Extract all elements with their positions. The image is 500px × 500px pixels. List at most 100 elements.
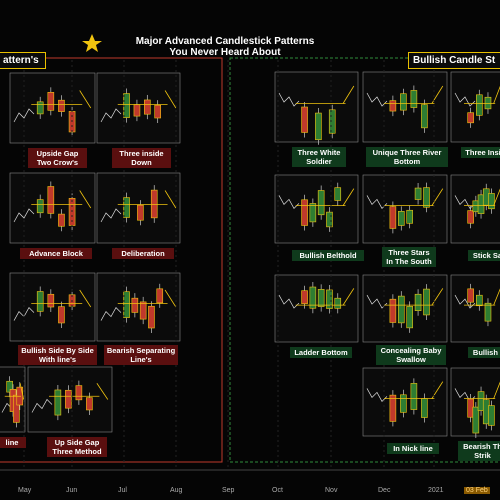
candle <box>36 199 44 214</box>
trend-line <box>278 195 300 209</box>
candle <box>301 106 308 133</box>
axis-label: Oct <box>272 487 283 494</box>
label-line: Unique Three River <box>372 148 442 157</box>
label-line: Bullish Side By Side <box>21 346 94 355</box>
candle <box>301 199 308 226</box>
candle <box>397 295 405 324</box>
label-line: In Nick line <box>393 444 433 453</box>
label-line: line <box>5 438 19 447</box>
axis-label: 2021 <box>428 487 444 494</box>
trend-line <box>13 208 35 223</box>
arrow <box>96 383 109 400</box>
arrow <box>493 381 500 399</box>
label-line: Bottom <box>393 157 421 166</box>
candle <box>467 210 474 224</box>
label-line: Bullish Belthold <box>299 251 357 260</box>
pattern-label: Bullish Side By Side With line's <box>18 345 97 365</box>
label-line: Three Method <box>52 447 102 456</box>
pattern-label: Bullish Belthold <box>292 250 364 261</box>
pattern-label: line <box>0 437 26 448</box>
candle <box>326 211 333 228</box>
label-line: Stick Sa <box>472 251 500 260</box>
candle <box>476 294 483 307</box>
candle <box>400 394 407 413</box>
candle <box>317 190 325 216</box>
label-line: Deliberation <box>121 249 165 258</box>
axis-label: Jul <box>118 487 127 494</box>
candle <box>334 187 342 201</box>
trend-line <box>366 388 388 402</box>
pattern-label: Up Side Gap Three Method <box>47 437 107 457</box>
label-line: Three inside <box>119 149 164 158</box>
label-line: Bullish I <box>472 348 500 357</box>
axis-label: Nov <box>325 487 338 494</box>
pattern-label: Deliberation <box>112 248 174 259</box>
section-label: Bullish Candle St <box>408 52 500 69</box>
arrow <box>431 188 444 206</box>
candle <box>47 92 55 111</box>
candle <box>301 290 308 304</box>
axis-label: Dec <box>378 487 391 494</box>
candle <box>488 405 495 426</box>
arrow <box>79 90 92 109</box>
candle <box>472 406 480 434</box>
candle <box>414 293 422 312</box>
candle <box>410 90 418 108</box>
candle <box>144 99 151 115</box>
candle <box>467 288 474 303</box>
axis-label: Aug <box>170 487 183 494</box>
candle <box>410 383 418 410</box>
candle <box>148 305 155 329</box>
candle <box>36 101 44 115</box>
trend-line <box>454 294 476 309</box>
candle <box>54 389 62 416</box>
pattern-label: Ladder Bottom <box>290 347 352 358</box>
candle <box>123 291 130 318</box>
candle <box>47 186 55 214</box>
arrow <box>164 289 177 308</box>
label-line: With line's <box>38 355 77 364</box>
arrow <box>164 90 177 109</box>
star-icon <box>82 34 102 52</box>
label-line: Down <box>131 158 152 167</box>
arrow <box>79 190 92 209</box>
trend-line <box>13 108 35 123</box>
label-line: Upside Gap <box>36 149 79 158</box>
candle <box>75 385 83 401</box>
label-line: Three Stars <box>388 248 430 257</box>
pattern-label: Three White Soldier <box>292 147 346 167</box>
candle <box>421 104 428 129</box>
candle <box>389 206 397 229</box>
label-line: Concealing Baby <box>380 346 442 355</box>
pattern-panel <box>96 272 181 342</box>
label-line: Bearish Th <box>463 442 500 451</box>
trend-line <box>278 92 300 107</box>
candle <box>315 112 322 141</box>
trend-line <box>278 294 300 309</box>
pattern-label: Bullish I <box>468 347 500 358</box>
trend-line <box>100 307 122 321</box>
candle <box>317 289 325 307</box>
arrow <box>164 190 177 209</box>
pattern-panel <box>362 174 448 244</box>
candle <box>421 398 428 418</box>
label-line: Ladder Bottom <box>294 348 348 357</box>
arrow <box>431 288 444 306</box>
candle <box>397 211 405 226</box>
label-line: Advance Block <box>29 249 83 258</box>
arrow <box>342 188 355 206</box>
bearish-section <box>0 57 223 463</box>
pattern-label: Stick Sa <box>468 250 500 261</box>
label-line: Three Insi <box>465 148 500 157</box>
trend-line <box>454 92 476 107</box>
bullish-section <box>229 57 500 463</box>
candle <box>137 204 144 221</box>
candle <box>154 104 161 119</box>
candle <box>58 213 65 227</box>
label-line: Bearish Separating <box>106 346 176 355</box>
candle <box>65 389 72 409</box>
arrow <box>19 383 25 400</box>
candle <box>484 302 492 322</box>
